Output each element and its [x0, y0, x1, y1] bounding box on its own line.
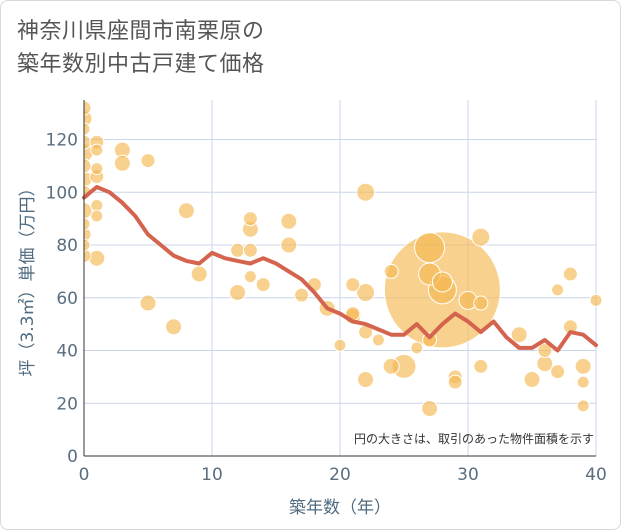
bubble-point[interactable]: [242, 242, 258, 258]
bubble-point[interactable]: [78, 238, 91, 252]
bubble-point[interactable]: [383, 263, 399, 279]
y-tick-label: 60: [56, 289, 78, 309]
bubble-point[interactable]: [78, 122, 91, 136]
bubble-point[interactable]: [177, 202, 195, 220]
bubble-point[interactable]: [280, 236, 298, 254]
bubble-point[interactable]: [589, 293, 603, 307]
y-tick-label: 20: [56, 394, 78, 414]
bubble-point[interactable]: [242, 211, 258, 227]
bubble-point[interactable]: [356, 182, 376, 202]
bubble-point[interactable]: [414, 232, 446, 264]
x-tick-label: 30: [457, 465, 479, 485]
bubble-point[interactable]: [356, 283, 376, 303]
bubble-size-note: 円の大きさは、取引のあった物件面積を示す: [354, 431, 594, 446]
bubble-point[interactable]: [280, 212, 298, 230]
chart-title-line1: 神奈川県座間市南栗原の: [17, 19, 265, 44]
bubble-point[interactable]: [165, 318, 183, 336]
bubble-point[interactable]: [523, 371, 541, 389]
bubble-point[interactable]: [550, 364, 566, 380]
bubble-point[interactable]: [447, 374, 463, 390]
bubble-point[interactable]: [576, 375, 590, 389]
bubble-point[interactable]: [90, 143, 104, 157]
bubble-point[interactable]: [510, 326, 528, 344]
bubble-point[interactable]: [139, 294, 157, 312]
bubble-point[interactable]: [574, 357, 592, 375]
y-tick-label: 80: [56, 236, 78, 256]
bubble-point[interactable]: [576, 399, 590, 413]
tick-labels: 0 20 40 60 80 100 120 0 10 20 30 40: [46, 131, 607, 485]
bubble-point[interactable]: [551, 283, 565, 297]
bubble-point[interactable]: [536, 355, 554, 373]
bubble-point[interactable]: [471, 227, 491, 247]
bubble-point[interactable]: [294, 287, 310, 303]
bubble-point[interactable]: [78, 217, 91, 231]
bubble-point[interactable]: [77, 100, 92, 116]
y-axis-title: 坪（3.3㎡）単価（万円）: [18, 179, 38, 376]
bubble-point[interactable]: [410, 341, 424, 355]
bubble-point[interactable]: [431, 271, 453, 293]
bubble-point[interactable]: [140, 153, 156, 169]
bubble-point[interactable]: [333, 338, 347, 352]
bubble-point[interactable]: [345, 277, 361, 293]
y-tick-label: 120: [46, 131, 78, 151]
x-axis-title: 築年数（年）: [289, 498, 391, 518]
x-tick-label: 40: [585, 465, 607, 485]
bubble-point[interactable]: [90, 162, 104, 176]
bubble-point[interactable]: [562, 266, 578, 282]
y-tick-label: 40: [56, 342, 78, 362]
bubble-point[interactable]: [255, 277, 271, 293]
axes: [83, 100, 596, 457]
bubble-point[interactable]: [77, 248, 92, 264]
x-tick-label: 10: [201, 465, 223, 485]
bubble-point[interactable]: [77, 226, 92, 242]
y-tick-label: 100: [46, 183, 78, 203]
bubble-point[interactable]: [357, 371, 375, 389]
chart-title: 神奈川県座間市南栗原の 築年数別中古戸建て価格: [17, 15, 265, 81]
bubble-point[interactable]: [190, 265, 208, 283]
bubble-point[interactable]: [473, 295, 489, 311]
bubble-point[interactable]: [88, 249, 106, 267]
bubble-point[interactable]: [537, 343, 553, 359]
bubble-point[interactable]: [371, 333, 385, 347]
bubble-point[interactable]: [113, 154, 131, 172]
average-line: [82, 185, 598, 353]
x-tick-label: 20: [329, 465, 351, 485]
y-tick-label: 0: [67, 447, 78, 467]
grid-lines: [84, 100, 597, 457]
bubble-point[interactable]: [229, 284, 247, 302]
bubble-point[interactable]: [382, 357, 400, 375]
bubble-point[interactable]: [421, 400, 439, 418]
bubble-point[interactable]: [76, 202, 93, 220]
bubble-point[interactable]: [90, 209, 104, 223]
bubble-point[interactable]: [230, 242, 246, 258]
bubble-point[interactable]: [243, 270, 257, 284]
bubble-series: [76, 100, 603, 418]
x-tick-label: 0: [79, 465, 90, 485]
chart-title-line2: 築年数別中古戸建て価格: [17, 52, 265, 77]
bubble-point[interactable]: [473, 358, 489, 374]
